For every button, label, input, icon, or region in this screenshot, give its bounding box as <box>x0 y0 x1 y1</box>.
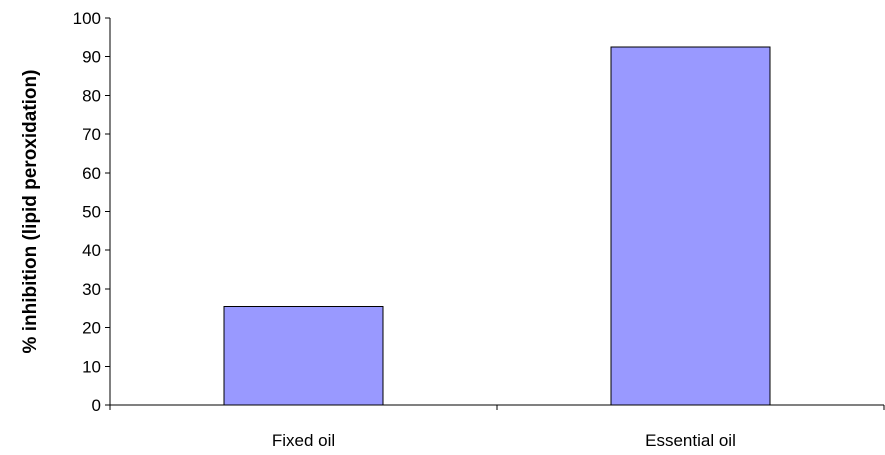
y-tick-label: 100 <box>73 9 101 28</box>
y-tick-label: 10 <box>82 357 101 376</box>
y-tick-label: 40 <box>82 241 101 260</box>
x-tick-label: Essential oil <box>645 431 736 450</box>
y-tick-label: 50 <box>82 203 101 222</box>
y-tick-label: 90 <box>82 48 101 67</box>
y-tick-label: 60 <box>82 164 101 183</box>
bar-fixed-oil <box>223 305 384 406</box>
x-axis-ticks: Fixed oil Essential oil <box>109 405 885 450</box>
bars <box>223 46 771 406</box>
y-tick-label: 80 <box>82 86 101 105</box>
y-tick-label: 70 <box>82 125 101 144</box>
y-axis-title: % inhibition (lipid peroxidation) <box>20 70 41 354</box>
y-tick-label: 0 <box>92 396 101 415</box>
y-tick-label: 30 <box>82 280 101 299</box>
y-axis-ticks: 0 10 20 30 40 50 60 70 80 90 100 <box>73 9 110 415</box>
x-tick-label: Fixed oil <box>272 431 335 450</box>
y-tick-label: 20 <box>82 319 101 338</box>
bar-essential-oil <box>610 46 771 406</box>
